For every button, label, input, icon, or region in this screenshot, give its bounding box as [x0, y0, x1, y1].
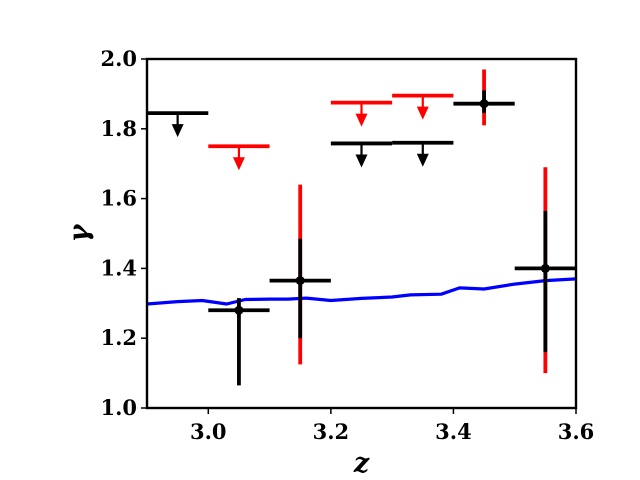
upper-limit-arrow [416, 153, 429, 167]
data-point [234, 305, 244, 315]
upper-limit-arrow [355, 113, 368, 127]
x-tick-label: 3.4 [435, 419, 472, 444]
y-tick-label: 1.8 [100, 116, 137, 141]
x-axis-label: z [353, 448, 370, 479]
x-tick-label: 3.2 [313, 419, 350, 444]
y-tick-label: 1.2 [100, 325, 137, 350]
y-tick-label: 1.0 [100, 395, 137, 420]
plot-marks [146, 69, 577, 386]
upper-limit-arrow [232, 157, 245, 171]
plot-frame [145, 57, 578, 410]
upper-limit-arrow [355, 154, 368, 168]
data-point [540, 263, 550, 273]
data-point [295, 276, 305, 286]
upper-limit-arrow [416, 106, 429, 120]
y-axis-ticks: 1.0 1.2 1.4 1.6 1.8 2.0 [100, 46, 147, 420]
data-point [479, 99, 489, 109]
x-tick-label: 3.0 [190, 419, 227, 444]
y-tick-label: 2.0 [100, 46, 137, 71]
y-tick-label: 1.4 [100, 255, 137, 280]
x-axis-ticks: 3.0 3.2 3.4 3.6 [190, 408, 594, 444]
x-tick-label: 3.6 [558, 419, 595, 444]
y-tick-label: 1.6 [100, 186, 137, 211]
model-line [146, 277, 577, 306]
y-axis-label: γ [64, 223, 95, 242]
upper-limit-arrow [171, 124, 184, 138]
